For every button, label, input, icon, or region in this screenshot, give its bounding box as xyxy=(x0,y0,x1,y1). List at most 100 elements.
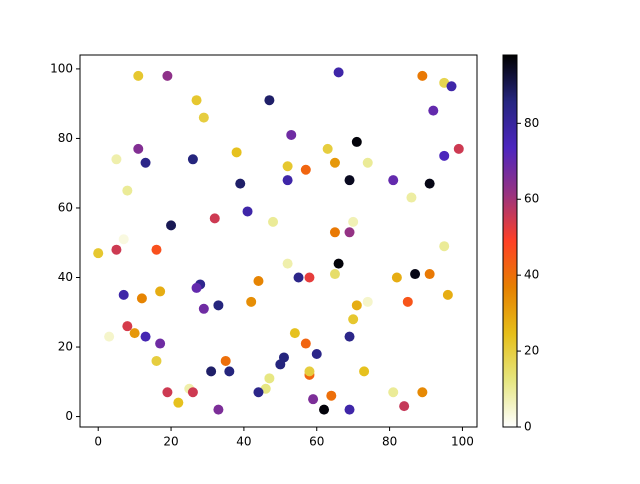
point xyxy=(424,178,435,189)
point xyxy=(253,275,264,286)
point xyxy=(322,143,333,154)
point xyxy=(93,248,104,259)
point xyxy=(300,338,311,349)
x-tick-label: 80 xyxy=(382,435,397,449)
point xyxy=(388,175,399,186)
point xyxy=(155,286,166,297)
point xyxy=(344,404,355,415)
point xyxy=(351,136,362,147)
point xyxy=(311,348,322,359)
point xyxy=(391,272,402,283)
point xyxy=(187,387,198,398)
point xyxy=(191,95,202,106)
point xyxy=(344,227,355,238)
point xyxy=(206,366,217,377)
point xyxy=(235,178,246,189)
colorbar-tick-label: 80 xyxy=(524,116,539,130)
point xyxy=(129,328,140,339)
point xyxy=(326,390,337,401)
point xyxy=(264,95,275,106)
point xyxy=(333,258,344,269)
point xyxy=(133,143,144,154)
point xyxy=(359,366,370,377)
point xyxy=(293,272,304,283)
point xyxy=(286,129,297,140)
point xyxy=(220,355,231,366)
point xyxy=(388,387,399,398)
point xyxy=(264,373,275,384)
point xyxy=(348,216,359,227)
point xyxy=(209,213,220,224)
point xyxy=(362,296,373,307)
x-tick-label: 20 xyxy=(163,435,178,449)
point xyxy=(329,227,340,238)
y-tick-label: 40 xyxy=(58,270,73,284)
point xyxy=(402,296,413,307)
y-tick-label: 100 xyxy=(50,61,73,75)
point xyxy=(213,300,224,311)
point xyxy=(344,175,355,186)
point xyxy=(166,220,177,231)
y-tick-label: 80 xyxy=(58,131,73,145)
point xyxy=(111,244,122,255)
point xyxy=(442,289,453,300)
point xyxy=(198,303,209,314)
point xyxy=(213,404,224,415)
point xyxy=(282,161,293,172)
point xyxy=(348,314,359,325)
point xyxy=(275,359,286,370)
point xyxy=(289,328,300,339)
point xyxy=(319,404,330,415)
point xyxy=(268,216,279,227)
point xyxy=(224,366,235,377)
point xyxy=(118,234,129,245)
point xyxy=(362,157,373,168)
point xyxy=(151,355,162,366)
x-tick-label: 40 xyxy=(236,435,251,449)
colorbar-tick-label: 40 xyxy=(524,268,539,282)
x-tick-label: 0 xyxy=(94,435,102,449)
point xyxy=(446,81,457,92)
point xyxy=(333,67,344,78)
point xyxy=(162,70,173,81)
point xyxy=(155,338,166,349)
point xyxy=(351,300,362,311)
colorbar xyxy=(502,54,518,428)
point xyxy=(428,105,439,116)
point xyxy=(308,394,319,405)
point xyxy=(136,293,147,304)
point xyxy=(417,70,428,81)
point xyxy=(140,157,151,168)
point xyxy=(282,175,293,186)
point xyxy=(253,387,264,398)
point xyxy=(118,289,129,300)
point xyxy=(417,387,428,398)
point xyxy=(151,244,162,255)
point xyxy=(162,387,173,398)
point xyxy=(304,272,315,283)
x-tick-label: 100 xyxy=(451,435,474,449)
point xyxy=(104,331,115,342)
point xyxy=(406,192,417,203)
point xyxy=(242,206,253,217)
point xyxy=(231,147,242,158)
point xyxy=(329,157,340,168)
point xyxy=(187,154,198,165)
point xyxy=(111,154,122,165)
y-tick-label: 60 xyxy=(58,200,73,214)
point xyxy=(122,185,133,196)
point xyxy=(439,150,450,161)
point xyxy=(300,164,311,175)
point xyxy=(173,397,184,408)
point xyxy=(410,269,421,280)
point xyxy=(304,366,315,377)
point xyxy=(122,321,133,332)
point xyxy=(399,401,410,412)
y-tick-label: 0 xyxy=(65,409,73,423)
point xyxy=(140,331,151,342)
point xyxy=(329,269,340,280)
point xyxy=(198,112,209,123)
point xyxy=(246,296,257,307)
point xyxy=(133,70,144,81)
